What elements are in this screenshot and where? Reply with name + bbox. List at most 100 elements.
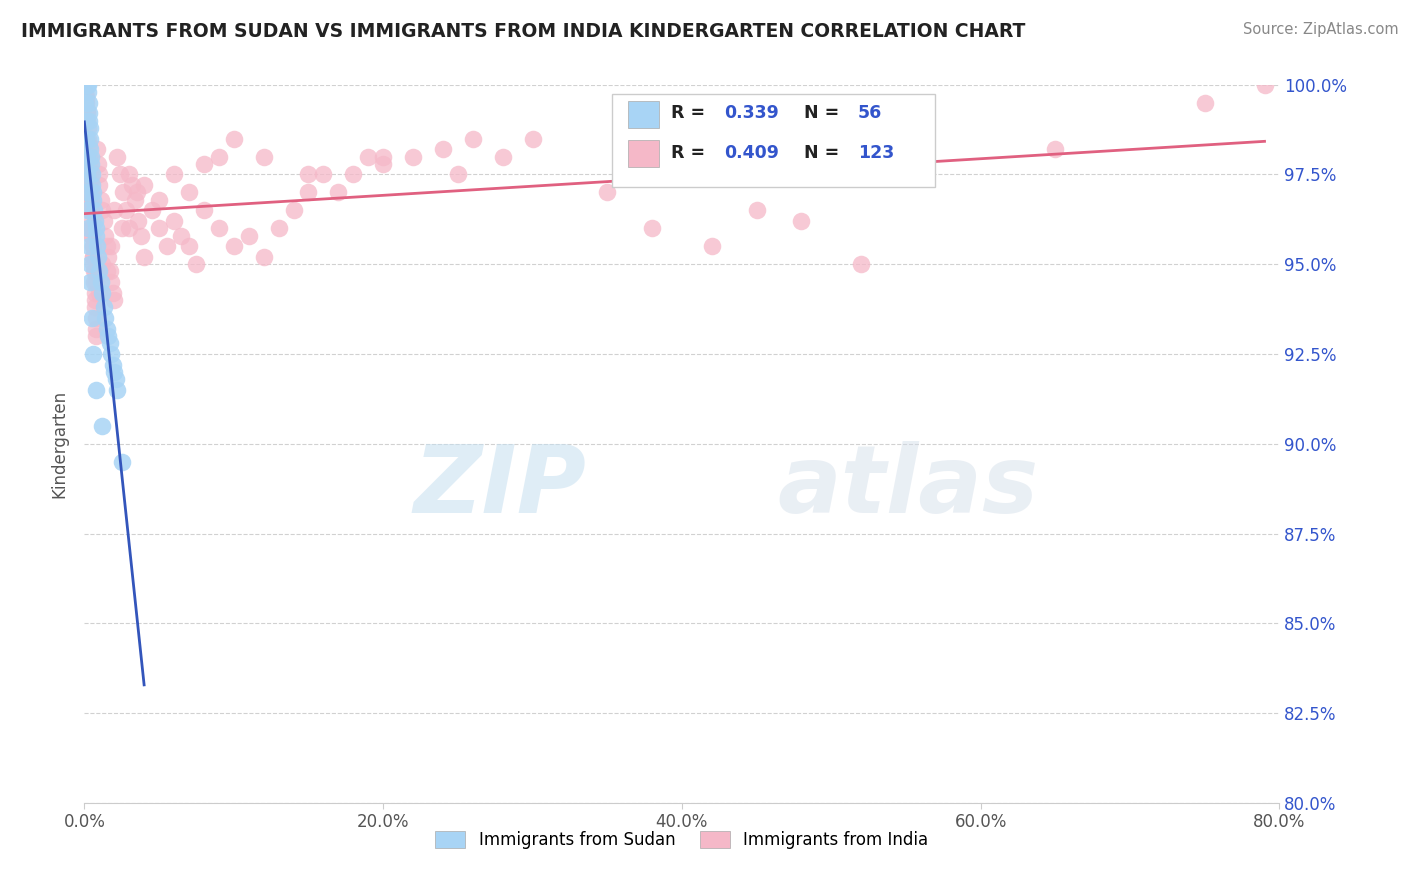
Point bbox=[89, 264, 111, 278]
Point bbox=[82, 193, 104, 207]
Point bbox=[79, 120, 101, 135]
Point bbox=[96, 239, 118, 253]
Text: 0.339: 0.339 bbox=[724, 104, 779, 122]
Point bbox=[84, 301, 107, 315]
Point bbox=[87, 264, 110, 278]
Point bbox=[93, 214, 115, 228]
Point bbox=[75, 92, 97, 106]
Point bbox=[101, 358, 124, 372]
Point bbox=[75, 78, 97, 92]
Point bbox=[82, 250, 104, 264]
Point bbox=[90, 275, 112, 289]
Point bbox=[86, 329, 108, 343]
Point bbox=[111, 221, 134, 235]
Point bbox=[80, 178, 103, 193]
Point bbox=[100, 347, 122, 361]
Point bbox=[76, 78, 98, 92]
Point bbox=[283, 203, 305, 218]
Point bbox=[641, 221, 664, 235]
Point bbox=[91, 418, 114, 433]
Point bbox=[790, 214, 813, 228]
Point bbox=[80, 203, 103, 218]
Point bbox=[155, 239, 177, 253]
Point bbox=[103, 365, 125, 379]
Point bbox=[342, 168, 364, 182]
Point bbox=[89, 285, 111, 300]
Point bbox=[100, 239, 122, 253]
Point bbox=[186, 257, 208, 271]
Point bbox=[79, 193, 101, 207]
Point bbox=[75, 113, 97, 128]
Point bbox=[75, 78, 97, 92]
Point bbox=[118, 168, 141, 182]
Legend: Immigrants from Sudan, Immigrants from India: Immigrants from Sudan, Immigrants from I… bbox=[429, 824, 935, 855]
Point bbox=[1194, 95, 1216, 110]
Point bbox=[75, 131, 97, 145]
Point bbox=[82, 239, 104, 253]
Point bbox=[87, 157, 110, 171]
Text: R =: R = bbox=[671, 104, 704, 122]
Point bbox=[87, 250, 110, 264]
Point bbox=[82, 257, 104, 271]
Point bbox=[82, 250, 104, 264]
Point bbox=[112, 186, 135, 200]
Point bbox=[80, 221, 103, 235]
Point bbox=[104, 372, 127, 386]
Point bbox=[105, 383, 128, 397]
Point bbox=[79, 193, 101, 207]
Point bbox=[253, 149, 276, 163]
Text: atlas: atlas bbox=[778, 441, 1039, 533]
Point bbox=[79, 168, 101, 182]
Point bbox=[894, 168, 917, 182]
Point bbox=[1045, 142, 1067, 156]
Point bbox=[83, 214, 105, 228]
Point bbox=[96, 264, 118, 278]
Point bbox=[76, 103, 98, 117]
Point bbox=[447, 168, 470, 182]
Text: R =: R = bbox=[671, 145, 704, 162]
Point bbox=[83, 293, 105, 307]
Point bbox=[77, 239, 100, 253]
Point bbox=[208, 149, 231, 163]
Text: Source: ZipAtlas.com: Source: ZipAtlas.com bbox=[1243, 22, 1399, 37]
Point bbox=[148, 221, 170, 235]
Point bbox=[83, 285, 105, 300]
Point bbox=[76, 168, 98, 182]
Point bbox=[82, 239, 104, 253]
Point bbox=[432, 142, 454, 156]
Point bbox=[80, 157, 103, 171]
Point bbox=[83, 264, 105, 278]
Point bbox=[357, 149, 380, 163]
Point bbox=[80, 214, 103, 228]
Point bbox=[86, 383, 108, 397]
Point bbox=[132, 178, 156, 193]
Point bbox=[77, 149, 100, 163]
Point bbox=[312, 168, 335, 182]
Point bbox=[75, 85, 97, 99]
Point bbox=[91, 203, 114, 218]
Point bbox=[75, 78, 97, 92]
Point bbox=[97, 250, 120, 264]
Point bbox=[98, 336, 121, 351]
Point bbox=[193, 203, 215, 218]
Point bbox=[170, 228, 193, 243]
Point bbox=[94, 311, 117, 326]
Point bbox=[77, 157, 100, 171]
Point bbox=[127, 214, 149, 228]
Point bbox=[193, 157, 215, 171]
Point bbox=[79, 186, 101, 200]
Point bbox=[125, 186, 148, 200]
Point bbox=[93, 301, 115, 315]
Text: 123: 123 bbox=[858, 145, 894, 162]
Point bbox=[87, 168, 110, 182]
Point bbox=[76, 186, 98, 200]
Point bbox=[222, 131, 245, 145]
Text: ZIP: ZIP bbox=[413, 441, 586, 533]
Point bbox=[148, 193, 170, 207]
Point bbox=[77, 95, 100, 110]
Point bbox=[79, 175, 101, 189]
Point bbox=[103, 293, 125, 307]
Point bbox=[1253, 78, 1275, 92]
Point bbox=[80, 168, 103, 182]
Point bbox=[75, 78, 97, 92]
